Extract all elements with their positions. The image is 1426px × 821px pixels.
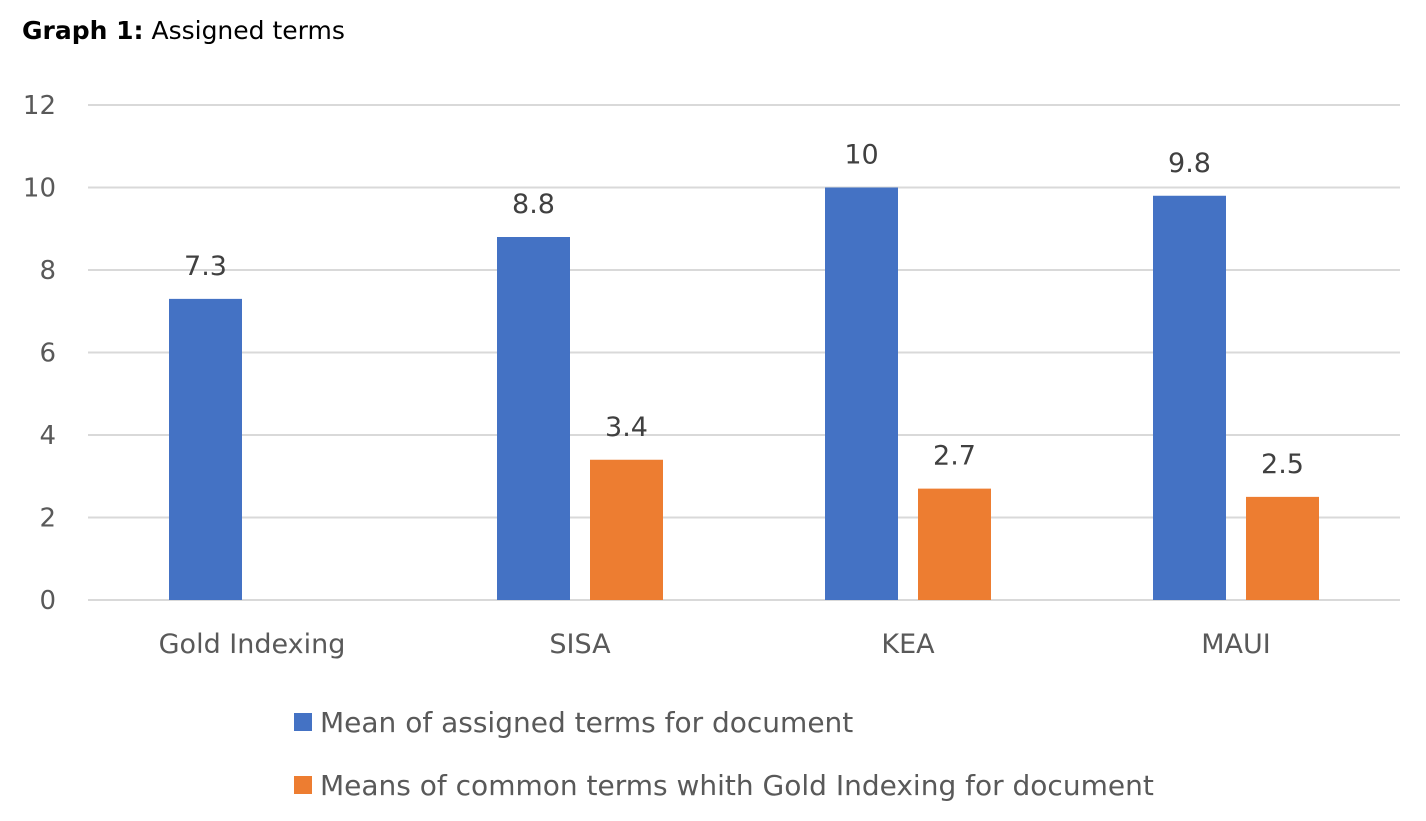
figure-title-prefix: Graph 1: <box>22 16 144 45</box>
bar-maui-series-2 <box>1246 496 1319 600</box>
figure-title-text: Assigned terms <box>151 16 345 45</box>
legend-swatch <box>294 713 312 731</box>
bar-gold-indexing-series-1 <box>169 298 242 600</box>
x-axis-category-labels: Gold Indexing SISA KEA MAUI <box>159 629 1271 660</box>
x-category-label: MAUI <box>1201 629 1271 660</box>
bar-maui-series-1 <box>1153 195 1226 600</box>
data-label: 3.4 <box>605 412 648 443</box>
data-label: 10 <box>844 140 878 171</box>
y-tick-label: 8 <box>39 256 56 286</box>
x-category-label: SISA <box>549 629 611 660</box>
legend-label: Mean of assigned terms for document <box>320 706 853 739</box>
bar-sisa-series-1 <box>497 237 570 600</box>
legend: Mean of assigned terms for document Means… <box>294 706 1154 802</box>
bars <box>169 187 1319 600</box>
x-category-label: Gold Indexing <box>159 629 346 660</box>
figure-title: Graph 1: Assigned terms <box>22 16 345 46</box>
y-tick-label: 2 <box>39 504 56 534</box>
bar-sisa-series-2 <box>590 459 663 600</box>
data-labels: 7.3 8.8 3.4 10 2.7 9.8 2.5 <box>184 140 1304 480</box>
data-label: 7.3 <box>184 251 227 282</box>
y-tick-label: 6 <box>39 339 56 369</box>
y-axis-tick-labels: 0 2 4 6 8 10 12 <box>23 91 56 616</box>
data-label: 2.7 <box>933 441 976 472</box>
data-label: 8.8 <box>512 189 555 220</box>
y-tick-label: 0 <box>39 586 56 616</box>
bar-kea-series-1 <box>825 187 898 600</box>
legend-label: Means of common terms whith Gold Indexin… <box>320 769 1154 802</box>
x-category-label: KEA <box>881 629 935 660</box>
legend-swatch <box>294 776 312 794</box>
y-tick-label: 4 <box>39 421 56 451</box>
y-tick-label: 12 <box>23 91 56 121</box>
data-label: 9.8 <box>1168 148 1211 179</box>
y-tick-label: 10 <box>23 174 56 204</box>
bar-kea-series-2 <box>918 488 991 600</box>
data-label: 2.5 <box>1261 449 1304 480</box>
